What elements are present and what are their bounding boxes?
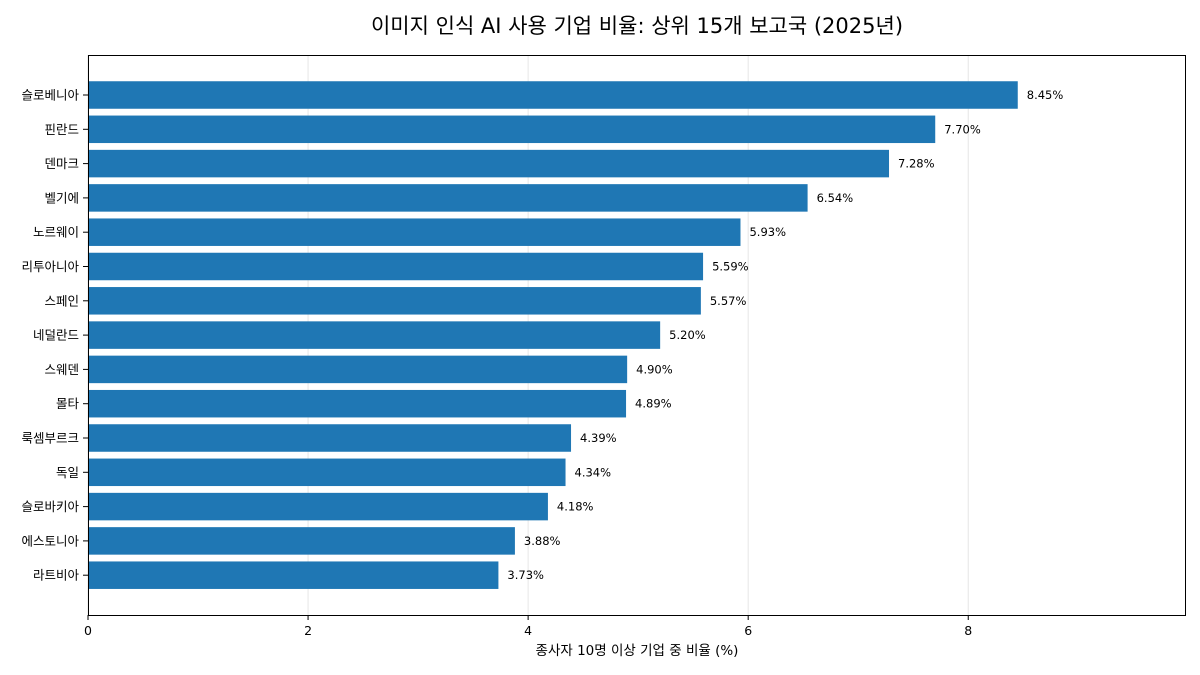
- category-label: 슬로베니아: [21, 88, 79, 103]
- data-label: 3.88%: [524, 534, 561, 548]
- x-tick-label: 6: [744, 623, 752, 638]
- bar: [88, 115, 936, 144]
- category-label: 룩셈부르크: [21, 431, 79, 446]
- data-label: 5.93%: [749, 225, 786, 239]
- category-label: 덴마크: [44, 156, 79, 171]
- bar: [88, 321, 661, 349]
- chart-title: 이미지 인식 AI 사용 기업 비율: 상위 15개 보고국 (2025년): [371, 14, 903, 38]
- category-label: 스웨덴: [44, 362, 79, 377]
- axes: 0 2 4 6 8 슬로베니아핀란드덴마크벨기에노르웨이리투아니아스페인네덜란드스웨덴몰타…: [21, 88, 972, 639]
- x-tick-label: 4: [524, 623, 532, 638]
- data-label: 4.18%: [557, 500, 594, 514]
- bar: [88, 561, 499, 589]
- x-tick-label: 0: [84, 623, 92, 638]
- category-label: 슬로바키아: [21, 499, 79, 514]
- bar: [88, 355, 628, 384]
- bar: [88, 458, 566, 487]
- category-label: 에스토니아: [21, 533, 79, 548]
- bar: [88, 492, 548, 521]
- data-label: 7.28%: [898, 157, 935, 171]
- data-label: 5.57%: [710, 294, 747, 308]
- category-label: 리투아니아: [21, 259, 79, 274]
- x-tick-label: 2: [304, 623, 312, 638]
- data-label: 4.34%: [575, 465, 612, 479]
- category-label: 벨기에: [44, 190, 79, 205]
- category-label: 핀란드: [44, 122, 79, 137]
- category-label: 독일: [56, 465, 79, 480]
- bar: [88, 81, 1018, 109]
- bar: [88, 527, 515, 555]
- bar: [88, 184, 808, 212]
- bars: 8.45% 7.70% 7.28% 6.54% 5.93% 5.59% 5.57% 5.20%…: [88, 81, 1063, 589]
- bar: [88, 287, 701, 315]
- category-label: 스페인: [44, 293, 79, 308]
- bar: [88, 389, 627, 418]
- data-label: 7.70%: [944, 122, 981, 136]
- category-label: 라트비아: [33, 568, 80, 583]
- data-label: 4.90%: [636, 362, 673, 376]
- x-tick-label: 8: [964, 623, 972, 638]
- plot-frame: [88, 55, 1186, 616]
- category-label: 노르웨이: [33, 225, 79, 240]
- data-label: 5.20%: [669, 328, 706, 342]
- bar: [88, 218, 741, 246]
- x-axis-label: 종사자 10명 이상 기업 중 비율 (%): [536, 643, 739, 659]
- data-label: 6.54%: [817, 191, 854, 205]
- data-label: 4.89%: [635, 397, 672, 411]
- category-label: 네덜란드: [33, 328, 79, 343]
- data-label: 3.73%: [507, 568, 544, 582]
- data-label: 5.59%: [712, 260, 749, 274]
- data-label: 8.45%: [1027, 88, 1064, 102]
- bar: [88, 149, 890, 178]
- data-label: 4.39%: [580, 431, 617, 445]
- bar: [88, 252, 704, 281]
- category-label: 몰타: [56, 396, 80, 411]
- bar: [88, 424, 572, 452]
